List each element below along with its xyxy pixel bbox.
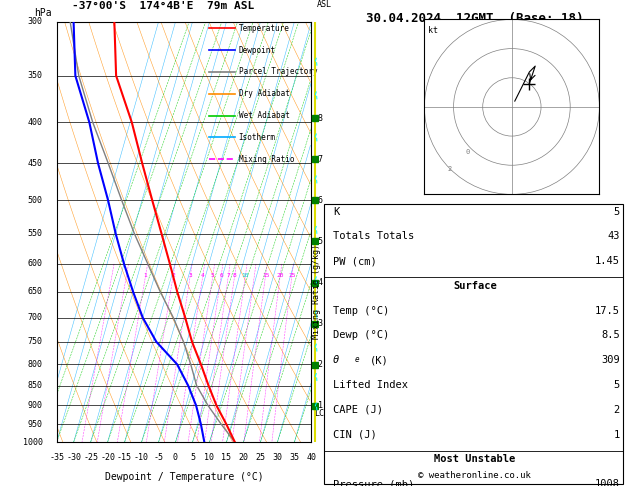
Text: CAPE (J): CAPE (J) [333, 405, 383, 415]
Text: 500: 500 [28, 196, 43, 205]
Text: 750: 750 [28, 337, 43, 347]
Text: Wet Adiabat: Wet Adiabat [239, 111, 289, 120]
Text: 20: 20 [238, 453, 248, 462]
Text: K: K [333, 207, 340, 217]
Text: Parcel Trajectory: Parcel Trajectory [239, 68, 318, 76]
Text: -20: -20 [100, 453, 115, 462]
Text: 1: 1 [613, 430, 620, 440]
Text: 450: 450 [28, 159, 43, 168]
Text: 2: 2 [171, 273, 175, 278]
Text: 800: 800 [28, 360, 43, 369]
Text: 25: 25 [288, 273, 296, 278]
Text: 650: 650 [28, 287, 43, 296]
Text: Dewpoint / Temperature (°C): Dewpoint / Temperature (°C) [104, 472, 264, 482]
Text: 600: 600 [28, 260, 43, 268]
Text: LCL: LCL [314, 409, 329, 417]
Text: 10: 10 [242, 273, 249, 278]
Text: -1: -1 [314, 401, 324, 410]
Text: 30.04.2024  12GMT  (Base: 18): 30.04.2024 12GMT (Base: 18) [366, 12, 584, 25]
Text: θ: θ [333, 355, 340, 365]
Text: Temp (°C): Temp (°C) [333, 306, 389, 316]
Text: -5: -5 [314, 237, 324, 246]
Text: Lifted Index: Lifted Index [333, 380, 408, 390]
Text: 5: 5 [613, 380, 620, 390]
Text: 5: 5 [613, 207, 620, 217]
Text: Dewpoint: Dewpoint [239, 46, 276, 54]
Text: 8.5: 8.5 [601, 330, 620, 341]
Text: 5: 5 [190, 453, 195, 462]
Text: 300: 300 [28, 17, 43, 26]
Text: Mixing Ratio (g/kg): Mixing Ratio (g/kg) [312, 244, 321, 339]
Text: 1000: 1000 [23, 438, 43, 447]
Text: kt: kt [428, 26, 438, 35]
Text: 35: 35 [289, 453, 299, 462]
Text: 5: 5 [211, 273, 214, 278]
Text: 350: 350 [28, 71, 43, 80]
Text: 900: 900 [28, 401, 43, 410]
Text: 6: 6 [220, 273, 223, 278]
Text: 400: 400 [28, 118, 43, 127]
Text: -8: -8 [314, 114, 324, 123]
Text: 10: 10 [204, 453, 214, 462]
Text: 43: 43 [607, 231, 620, 242]
Text: 700: 700 [28, 313, 43, 322]
Text: -4: -4 [314, 278, 324, 287]
Text: -6: -6 [314, 196, 324, 205]
Text: 309: 309 [601, 355, 620, 365]
Text: hPa: hPa [34, 8, 52, 17]
Text: -15: -15 [117, 453, 132, 462]
Text: -5: -5 [153, 453, 164, 462]
Text: Most Unstable: Most Unstable [434, 454, 516, 465]
Text: Isotherm: Isotherm [239, 133, 276, 142]
Text: 2: 2 [448, 166, 452, 172]
Text: Mixing Ratio: Mixing Ratio [239, 155, 294, 164]
Text: 7: 7 [226, 273, 230, 278]
Text: 550: 550 [28, 229, 43, 238]
Text: CIN (J): CIN (J) [333, 430, 377, 440]
Text: -37°00'S  174°4B'E  79m ASL: -37°00'S 174°4B'E 79m ASL [72, 1, 255, 11]
Text: 15: 15 [262, 273, 269, 278]
Text: 4: 4 [201, 273, 205, 278]
Text: Temperature: Temperature [239, 24, 289, 33]
Text: 850: 850 [28, 381, 43, 390]
Text: 20: 20 [277, 273, 284, 278]
Text: © weatheronline.co.uk: © weatheronline.co.uk [418, 471, 532, 480]
Text: 40: 40 [306, 453, 316, 462]
Text: 0: 0 [465, 149, 469, 155]
Text: Pressure (mb): Pressure (mb) [333, 479, 415, 486]
Text: km
ASL: km ASL [316, 0, 331, 9]
Text: -30: -30 [66, 453, 81, 462]
Text: Dry Adiabat: Dry Adiabat [239, 89, 289, 98]
Text: 2: 2 [613, 405, 620, 415]
Text: 25: 25 [255, 453, 265, 462]
Text: 8: 8 [233, 273, 237, 278]
Text: 0: 0 [173, 453, 178, 462]
Text: 1008: 1008 [595, 479, 620, 486]
Text: 30: 30 [272, 453, 282, 462]
Text: 17.5: 17.5 [595, 306, 620, 316]
Text: Totals Totals: Totals Totals [333, 231, 415, 242]
Text: -2: -2 [314, 360, 324, 369]
Text: -10: -10 [134, 453, 149, 462]
Text: 15: 15 [221, 453, 231, 462]
Text: 1: 1 [144, 273, 148, 278]
FancyBboxPatch shape [324, 204, 623, 484]
Text: 950: 950 [28, 420, 43, 429]
Text: (K): (K) [370, 355, 389, 365]
Text: Surface: Surface [453, 281, 497, 291]
Text: 3: 3 [189, 273, 192, 278]
Text: -7: -7 [314, 155, 324, 164]
Text: -25: -25 [83, 453, 98, 462]
Text: e: e [355, 355, 359, 364]
Text: Dewp (°C): Dewp (°C) [333, 330, 389, 341]
Text: -35: -35 [49, 453, 64, 462]
Text: PW (cm): PW (cm) [333, 256, 377, 266]
Text: 1.45: 1.45 [595, 256, 620, 266]
Text: -3: -3 [314, 319, 324, 328]
